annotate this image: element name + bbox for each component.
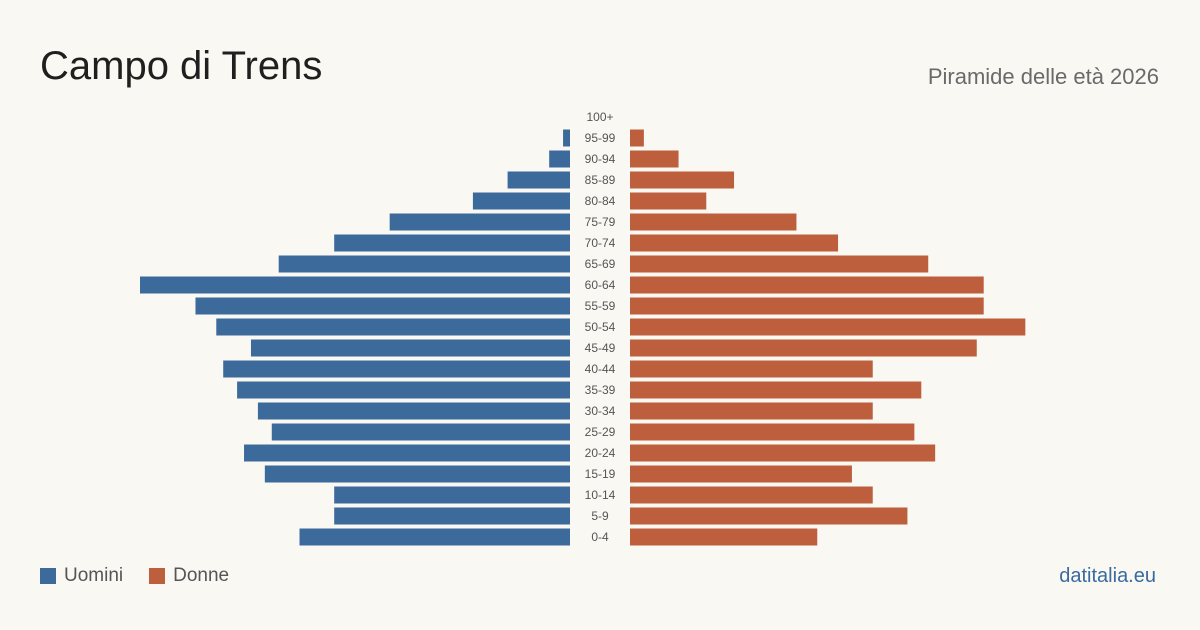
bar-women-80-84 <box>630 192 707 210</box>
age-label-70-74: 70-74 <box>585 236 616 250</box>
bar-men-70-74 <box>334 234 570 252</box>
legend-label-women: Donne <box>173 565 230 586</box>
bar-men-25-29 <box>271 423 570 441</box>
bar-men-90-94 <box>549 150 570 168</box>
bar-men-30-34 <box>257 402 570 420</box>
bar-women-30-34 <box>630 402 873 420</box>
page-title: Campo di Trens <box>40 44 323 88</box>
age-label-75-79: 75-79 <box>585 215 616 229</box>
bar-men-55-59 <box>195 297 570 315</box>
age-label-85-89: 85-89 <box>585 173 616 187</box>
bar-women-45-49 <box>630 339 977 357</box>
age-label-20-24: 20-24 <box>585 446 616 460</box>
age-label-40-44: 40-44 <box>585 362 616 376</box>
bar-men-10-14 <box>334 486 570 504</box>
legend-label-men: Uomini <box>64 565 124 586</box>
bar-men-45-49 <box>250 339 570 357</box>
age-label-15-19: 15-19 <box>585 467 616 481</box>
bar-men-65-69 <box>278 255 570 273</box>
bar-women-60-64 <box>630 276 984 294</box>
age-label-0-4: 0-4 <box>591 530 609 544</box>
bar-women-25-29 <box>630 423 915 441</box>
age-label-95-99: 95-99 <box>585 131 616 145</box>
bar-women-20-24 <box>630 444 936 462</box>
bar-women-50-54 <box>630 318 1026 336</box>
bar-women-15-19 <box>630 465 852 483</box>
age-label-30-34: 30-34 <box>585 404 616 418</box>
age-label-65-69: 65-69 <box>585 257 616 271</box>
bar-men-85-89 <box>507 171 570 189</box>
bar-women-5-9 <box>630 507 908 525</box>
bar-women-55-59 <box>630 297 984 315</box>
bar-men-50-54 <box>216 318 570 336</box>
age-label-55-59: 55-59 <box>585 299 616 313</box>
bar-men-20-24 <box>244 444 570 462</box>
bar-men-60-64 <box>140 276 570 294</box>
bar-women-35-39 <box>630 381 922 399</box>
bar-men-80-84 <box>472 192 570 210</box>
age-label-35-39: 35-39 <box>585 383 616 397</box>
bar-women-90-94 <box>630 150 679 168</box>
bar-women-40-44 <box>630 360 873 378</box>
legend-swatch-women <box>149 568 166 584</box>
bar-men-35-39 <box>237 381 570 399</box>
chart-subtitle: Piramide delle età 2026 <box>927 64 1159 89</box>
age-label-25-29: 25-29 <box>585 425 616 439</box>
bar-men-15-19 <box>264 465 570 483</box>
age-label-60-64: 60-64 <box>585 278 616 292</box>
age-label-90-94: 90-94 <box>585 152 616 166</box>
legend-item-men: Uomini <box>40 565 123 587</box>
bar-men-95-99 <box>563 129 570 147</box>
age-label-100+: 100+ <box>586 110 613 124</box>
bar-women-75-79 <box>630 213 797 231</box>
legend-swatch-men <box>40 568 56 584</box>
bar-women-95-99 <box>630 129 644 147</box>
bar-men-5-9 <box>334 507 570 525</box>
age-label-5-9: 5-9 <box>591 509 609 523</box>
bar-women-65-69 <box>630 255 929 273</box>
bar-women-85-89 <box>630 171 735 189</box>
bar-women-10-14 <box>630 486 873 504</box>
bar-men-0-4 <box>299 528 570 546</box>
legend-item-women: Donne <box>149 565 229 587</box>
age-label-80-84: 80-84 <box>585 194 616 208</box>
brand-link[interactable]: datitalia.eu <box>1059 565 1156 587</box>
bar-men-40-44 <box>223 360 570 378</box>
legend: Uomini Donne <box>40 565 255 587</box>
age-label-10-14: 10-14 <box>585 488 616 502</box>
bar-men-75-79 <box>389 213 570 231</box>
bar-women-0-4 <box>630 528 818 546</box>
bar-women-70-74 <box>630 234 839 252</box>
age-label-45-49: 45-49 <box>585 341 616 355</box>
age-label-50-54: 50-54 <box>585 320 616 334</box>
